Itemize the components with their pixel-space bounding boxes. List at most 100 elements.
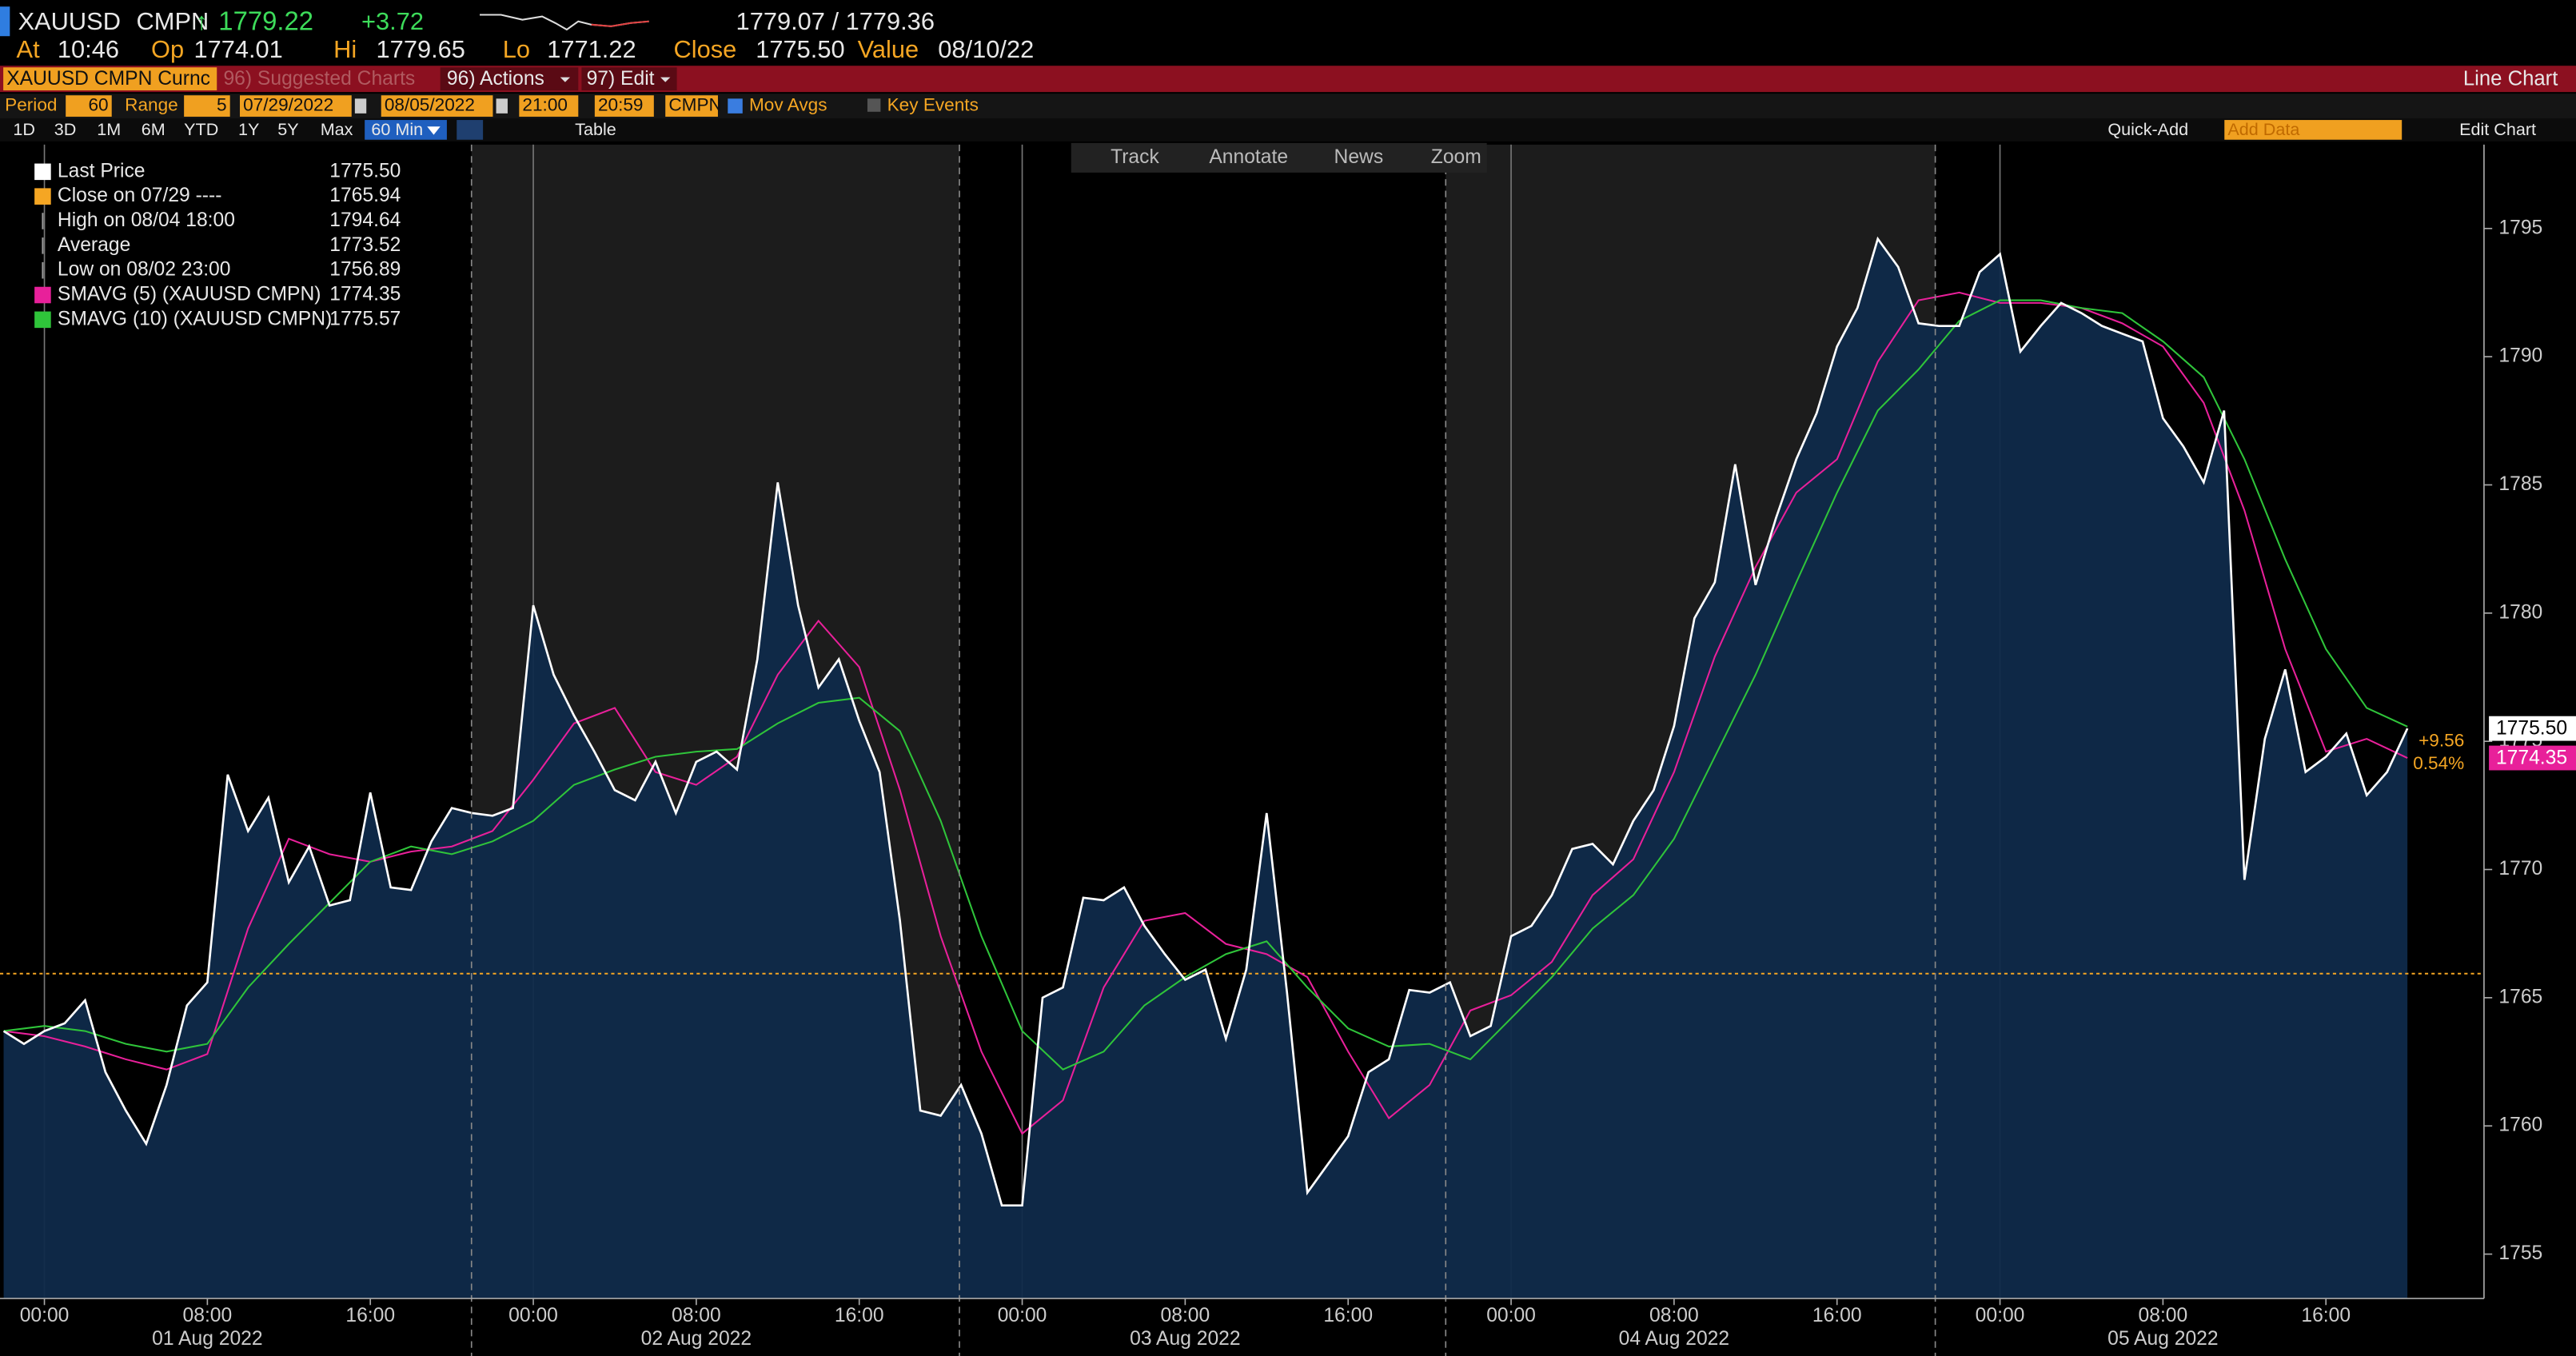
chart-type: Line Chart <box>2463 67 2558 90</box>
range-button[interactable]: 1D <box>13 119 35 139</box>
legend-label: Last Price <box>58 160 146 181</box>
range-button[interactable]: Max <box>321 119 353 139</box>
chart-tool[interactable]: Zoom <box>1431 146 1481 168</box>
legend-value: 1775.50 <box>329 160 401 181</box>
y-tick-label: 1785 <box>2498 473 2542 495</box>
last-price: 1779.22 <box>218 6 313 35</box>
legend-value: 1773.52 <box>329 234 401 256</box>
x-tick-label: 16:00 <box>1323 1305 1373 1326</box>
field-label: Value <box>858 35 919 63</box>
last-value-tag <box>2489 745 2576 771</box>
y-tick-label: 1765 <box>2498 986 2542 1007</box>
last-value-label: 1775.50 <box>2496 718 2567 740</box>
key-events[interactable]: Key Events <box>887 95 979 115</box>
plot <box>0 144 2484 1299</box>
dropdown-arrow <box>660 77 671 82</box>
key-events-checkbox[interactable] <box>867 98 881 112</box>
source-value: CMPN <box>668 95 722 115</box>
legend-label: SMAVG (10) (XAUUSD CMPN) <box>58 308 332 329</box>
start-time: 21:00 <box>522 95 568 115</box>
quick-add[interactable]: Quick-Add <box>2107 119 2188 139</box>
range-button[interactable]: YTD <box>184 119 218 139</box>
toolbar-bar <box>0 66 2576 93</box>
period-label: Period <box>5 95 57 115</box>
range-button[interactable]: 5Y <box>277 119 298 139</box>
actions-button[interactable] <box>440 67 579 91</box>
chart-tool[interactable]: News <box>1334 146 1384 168</box>
end-time: 20:59 <box>598 95 644 115</box>
x-tick-label: 00:00 <box>20 1305 70 1326</box>
session-breaks <box>470 144 1936 1356</box>
y-tick-label: 1760 <box>2498 1115 2542 1136</box>
field-label: Lo <box>503 35 530 63</box>
sparkline-tail <box>591 20 649 27</box>
legend-swatch <box>34 163 51 181</box>
date-label: 01 Aug 2022 <box>152 1328 262 1350</box>
end-date: 08/05/2022 <box>385 95 475 115</box>
period-value: 60 <box>88 95 108 115</box>
field-label: Hi <box>333 35 357 63</box>
field-value: 1774.01 <box>193 35 282 63</box>
period-field[interactable] <box>66 95 112 117</box>
series-line <box>3 291 2408 1135</box>
add-data-field[interactable] <box>2224 120 2403 140</box>
x-tick-label: 00:00 <box>1976 1305 2025 1326</box>
edit-button[interactable] <box>581 67 677 91</box>
x-tick-label: 00:00 <box>1486 1305 1536 1326</box>
last-value-tag <box>2489 716 2576 741</box>
security-field[interactable] <box>3 67 217 91</box>
legend-label: Average <box>58 234 130 256</box>
security-text: XAUUSD CMPN Curnc <box>6 68 210 90</box>
end-date-field[interactable] <box>381 95 493 117</box>
end-time-field[interactable] <box>594 95 654 117</box>
legend-swatch <box>34 311 51 329</box>
field-label: At <box>17 35 41 63</box>
legend-label: Close on 07/29 ---- <box>58 185 222 206</box>
chart-tool[interactable]: Track <box>1111 146 1159 168</box>
x-tick-label: 08:00 <box>2139 1305 2188 1326</box>
suggested-charts[interactable]: 96) Suggested Charts <box>223 68 415 90</box>
range-button[interactable]: 1Y <box>238 119 259 139</box>
legend-value: 1794.64 <box>329 209 401 231</box>
sparkline <box>480 14 649 31</box>
table-button[interactable]: Table <box>575 119 616 139</box>
start-time-field[interactable] <box>519 95 579 117</box>
range-button[interactable]: 3D <box>54 119 77 139</box>
calendar-icon[interactable] <box>496 98 508 114</box>
last-value-label: 1774.35 <box>2496 748 2567 769</box>
source-field[interactable] <box>665 95 718 117</box>
add-data: Add Data <box>2227 119 2299 139</box>
mov-avgs-checkbox[interactable] <box>728 98 743 114</box>
x-tick-label: 08:00 <box>1649 1305 1699 1326</box>
legend-label: SMAVG (5) (XAUUSD CMPN) <box>58 284 321 305</box>
quote-fields: At 10:46 Op 1774.01 Hi 1779.65 Lo 1771.2… <box>17 35 1035 63</box>
interval: 60 Min <box>371 119 423 139</box>
range-button[interactable]: 6M <box>142 119 165 139</box>
range-button[interactable]: 1M <box>97 119 121 139</box>
start-date-field[interactable] <box>240 95 352 117</box>
ticker: XAUUSD <box>18 7 121 35</box>
legend-value: 1765.94 <box>329 185 401 206</box>
chart-tool[interactable]: Annotate <box>1209 146 1288 168</box>
calendar-icon[interactable] <box>354 98 367 114</box>
legend-swatch <box>34 286 51 304</box>
y-tick-label: 1795 <box>2498 217 2542 238</box>
legend-value: 1774.35 <box>329 284 401 305</box>
line-icon[interactable] <box>457 120 484 140</box>
field-label: Op <box>151 35 184 63</box>
range-field[interactable] <box>184 95 230 117</box>
date-label: 04 Aug 2022 <box>1619 1328 1729 1350</box>
mov-avgs[interactable]: Mov Avgs <box>749 95 827 115</box>
legend: Last Price 1775.50 Close on 07/29 ---- 1765… <box>34 160 401 329</box>
bid-ask: 1779.07 / 1779.36 <box>736 7 935 35</box>
change-label: +9.56 <box>2418 731 2464 751</box>
arrow: ↑ <box>196 7 208 35</box>
edit-chart[interactable]: Edit Chart <box>2459 119 2536 139</box>
x-tick-label: 00:00 <box>508 1305 558 1326</box>
legend-label: High on 08/04 18:00 <box>58 209 235 231</box>
x-tick-label: 08:00 <box>183 1305 233 1326</box>
field-value: 08/10/22 <box>938 35 1034 63</box>
x-tick-label: 00:00 <box>998 1305 1047 1326</box>
field-value: 1779.65 <box>377 35 465 63</box>
